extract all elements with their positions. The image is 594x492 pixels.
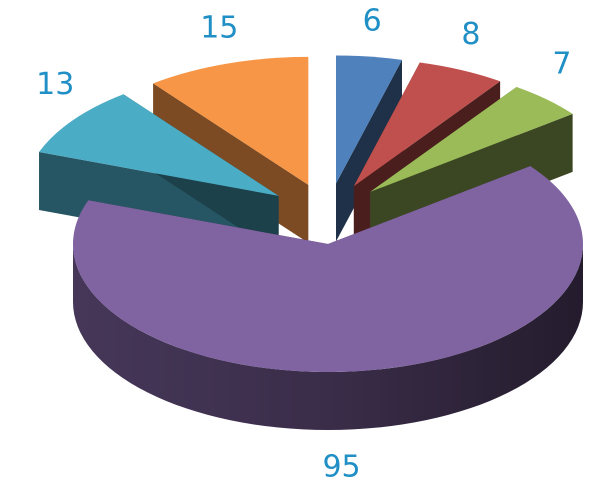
slice-outer-wall	[73, 244, 583, 430]
slice-top-face	[353, 62, 501, 187]
data-label-13: 13	[36, 67, 74, 102]
data-label-6: 6	[363, 4, 382, 39]
data-label-95: 95	[322, 450, 360, 485]
pie-slice-6	[335, 55, 402, 242]
slice-top-face	[335, 55, 402, 184]
slice-top-face	[73, 166, 584, 372]
slice-top-face	[39, 94, 279, 196]
data-label-15: 15	[200, 11, 238, 46]
pie-slice-95	[73, 166, 584, 430]
data-label-8: 8	[461, 17, 480, 52]
slice-side-face	[335, 59, 402, 242]
slice-top-face	[153, 56, 309, 185]
data-label-7: 7	[552, 46, 571, 81]
slice-top-face	[370, 86, 573, 192]
